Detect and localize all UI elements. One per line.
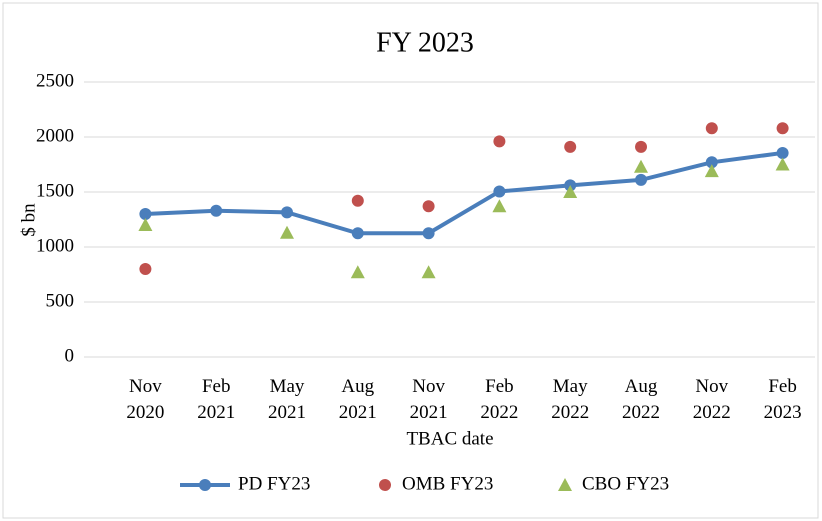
x-tick-label: Feb 2021 (197, 376, 235, 423)
point (635, 140, 647, 153)
point (351, 227, 364, 240)
point (776, 122, 789, 135)
point (139, 263, 152, 275)
x-tick-label: Nov 2020 (126, 376, 164, 423)
point (139, 208, 152, 220)
x-tick-label-line: Aug (625, 376, 658, 397)
point (776, 146, 789, 159)
legend-item: OMB FY23 (379, 473, 493, 494)
x-tick-label-line: 2023 (764, 402, 802, 423)
y-tick-label: 1500 (36, 180, 74, 201)
point (351, 194, 364, 207)
x-tick-label-line: 2021 (268, 402, 306, 423)
x-tick-label-line: 2021 (410, 402, 448, 423)
legend-marker (558, 478, 572, 491)
y-tick-label: 0 (65, 345, 75, 366)
x-tick-label-line: 2022 (480, 402, 518, 423)
point (421, 265, 436, 279)
point (422, 200, 435, 213)
point (493, 185, 506, 198)
y-axis-label: $ bn (18, 203, 39, 237)
y-tick-label: 2000 (36, 125, 74, 146)
x-tick-label: Aug 2021 (339, 376, 377, 423)
x-tick-label-line: 2022 (551, 402, 589, 423)
point (634, 159, 648, 173)
point (705, 122, 718, 135)
legend-item: PD FY23 (180, 473, 310, 494)
legend-item: CBO FY23 (558, 473, 669, 494)
x-tick-label-line: 2021 (339, 402, 377, 423)
point (493, 135, 506, 148)
point (210, 204, 223, 217)
series-line (145, 150, 783, 236)
point (564, 140, 577, 153)
x-tick-label-line: May (270, 376, 305, 397)
legend-label: PD FY23 (238, 473, 310, 494)
legend-marker (199, 479, 211, 491)
point (281, 206, 293, 219)
x-tick-label-line: Aug (341, 376, 374, 397)
x-tick-label-line: May (553, 376, 588, 397)
x-tick-label: May 2021 (268, 376, 306, 423)
y-tick-label: 1000 (36, 235, 74, 256)
x-tick-label-line: 2022 (693, 402, 731, 423)
legend-label: CBO FY23 (582, 473, 669, 494)
legend-marker (379, 479, 391, 491)
point (280, 225, 294, 239)
x-axis-label: TBAC date (406, 428, 493, 449)
x-tick-label: May 2022 (551, 376, 589, 423)
point (705, 156, 718, 169)
x-tick-label: Feb 2022 (480, 376, 518, 423)
x-tick-label-line: Feb (202, 376, 231, 397)
point (635, 173, 647, 186)
x-tick-label-line: Feb (485, 376, 514, 397)
point (704, 164, 719, 178)
x-tick-label-line: 2022 (622, 402, 660, 423)
x-tick-label-line: Nov (129, 376, 162, 397)
x-tick-label-line: 2020 (126, 402, 164, 423)
y-tick-label: 500 (46, 290, 75, 311)
point (492, 199, 507, 213)
x-tick-label-line: Nov (695, 376, 728, 397)
point (775, 157, 790, 171)
point (563, 185, 578, 198)
point (350, 265, 365, 279)
x-tick-label-line: 2021 (197, 402, 235, 423)
point (138, 218, 153, 231)
x-tick-label-line: Nov (412, 376, 445, 397)
x-tick-label: Feb 2023 (764, 376, 802, 423)
x-tick-label-line: Feb (768, 376, 797, 397)
legend-label: OMB FY23 (402, 473, 493, 494)
x-tick-label: Nov 2022 (693, 376, 731, 423)
y-tick-label: 2500 (36, 70, 74, 91)
x-tick-label: Nov 2021 (410, 376, 448, 423)
chart-title: FY 2023 (376, 27, 474, 58)
point (422, 227, 435, 240)
x-tick-label: Aug 2022 (622, 376, 660, 423)
